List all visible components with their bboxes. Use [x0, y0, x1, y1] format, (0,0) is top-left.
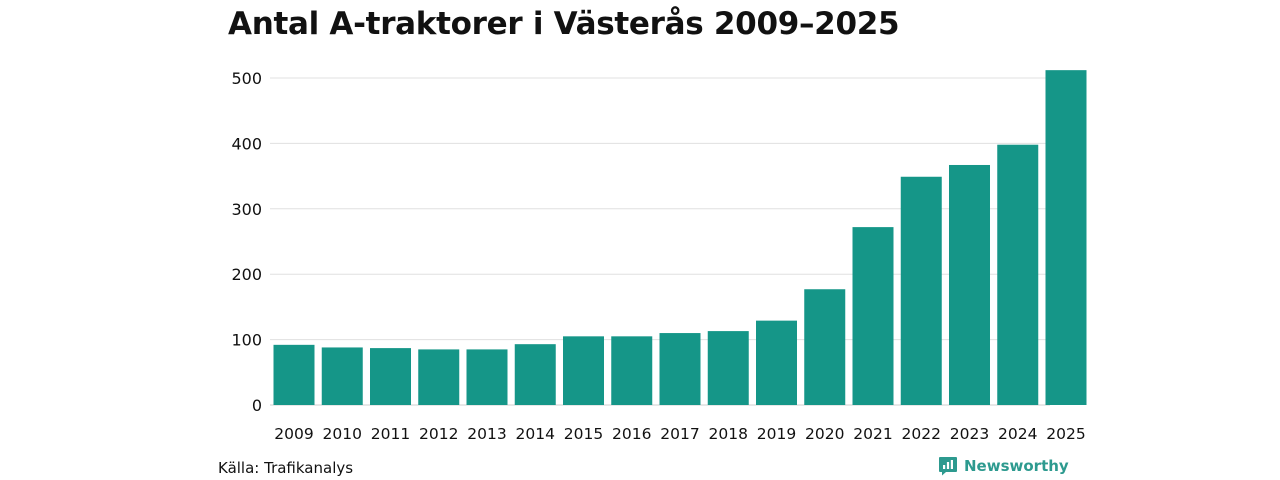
x-tick-label: 2021 — [853, 425, 892, 443]
bar[interactable] — [514, 344, 556, 405]
bar[interactable] — [563, 336, 604, 405]
bar[interactable] — [611, 336, 653, 405]
bar[interactable] — [949, 164, 990, 405]
x-tick-label: 2017 — [660, 425, 699, 443]
x-tick-label: 2019 — [757, 425, 796, 443]
bar[interactable] — [659, 333, 701, 405]
bar[interactable] — [804, 289, 846, 405]
x-tick-label: 2020 — [805, 425, 844, 443]
bar[interactable] — [466, 349, 508, 405]
bar[interactable] — [418, 349, 460, 405]
y-tick-label: 500 — [231, 69, 262, 88]
x-tick-label: 2012 — [419, 425, 458, 443]
brand[interactable]: Newsworthy — [938, 456, 1069, 476]
bar[interactable] — [997, 144, 1039, 405]
chart-title: Antal A-traktorer i Västerås 2009–2025 — [228, 6, 900, 42]
x-tick-label: 2015 — [564, 425, 603, 443]
x-axis-ticks: 2009 2010 2011 2012 2013 2014 2015 2016 2017 2018… — [274, 425, 1085, 443]
x-tick-label: 2014 — [516, 425, 555, 443]
x-tick-label: 2024 — [998, 425, 1037, 443]
bar[interactable] — [852, 227, 894, 405]
bar[interactable] — [273, 344, 315, 405]
brand-name: Newsworthy — [964, 457, 1069, 475]
bar[interactable] — [370, 348, 411, 405]
x-tick-label: 2023 — [950, 425, 989, 443]
y-axis-ticks: 0 100 200 300 400 500 — [231, 69, 262, 415]
bar[interactable] — [321, 347, 363, 405]
y-tick-label: 300 — [231, 200, 262, 219]
x-tick-label: 2009 — [274, 425, 313, 443]
y-tick-label: 200 — [231, 265, 262, 284]
y-tick-label: 400 — [231, 134, 262, 153]
bars — [273, 70, 1087, 405]
source-note: Källa: Trafikanalys — [218, 459, 354, 477]
bar[interactable] — [900, 176, 942, 405]
x-tick-label: 2022 — [902, 425, 941, 443]
x-tick-label: 2016 — [612, 425, 651, 443]
newsworthy-logo-icon — [939, 457, 957, 476]
x-tick-label: 2018 — [709, 425, 748, 443]
bar[interactable] — [756, 320, 797, 405]
y-tick-label: 100 — [231, 331, 262, 350]
x-tick-label: 2013 — [467, 425, 506, 443]
y-tick-label: 0 — [252, 396, 262, 415]
bar[interactable] — [1045, 70, 1087, 405]
x-tick-label: 2010 — [323, 425, 362, 443]
x-tick-label: 2011 — [371, 425, 410, 443]
bar[interactable] — [707, 331, 749, 405]
x-tick-label: 2025 — [1046, 425, 1085, 443]
